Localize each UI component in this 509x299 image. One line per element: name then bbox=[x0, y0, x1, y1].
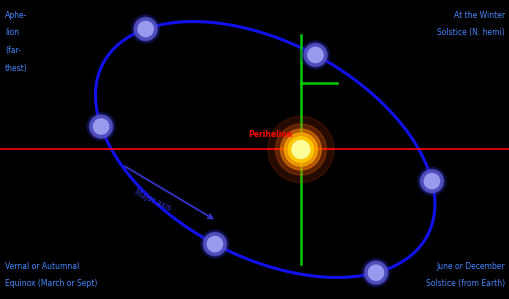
Circle shape bbox=[87, 112, 115, 141]
Circle shape bbox=[280, 129, 321, 170]
Circle shape bbox=[419, 170, 443, 193]
Text: Vernal or Autumnal: Vernal or Autumnal bbox=[5, 262, 79, 271]
Circle shape bbox=[367, 265, 383, 280]
Text: Equinox (March or Sept): Equinox (March or Sept) bbox=[5, 280, 97, 289]
Circle shape bbox=[134, 17, 157, 41]
Text: Solstice (N. hemi): Solstice (N. hemi) bbox=[436, 28, 504, 37]
Circle shape bbox=[423, 173, 439, 189]
Circle shape bbox=[291, 141, 309, 158]
Circle shape bbox=[304, 44, 326, 66]
Circle shape bbox=[267, 116, 333, 183]
Circle shape bbox=[307, 47, 323, 62]
Circle shape bbox=[131, 15, 159, 43]
Circle shape bbox=[303, 43, 327, 67]
Circle shape bbox=[203, 232, 227, 256]
Circle shape bbox=[89, 115, 112, 138]
Text: lion: lion bbox=[5, 28, 19, 37]
Circle shape bbox=[204, 233, 225, 255]
Circle shape bbox=[138, 21, 153, 37]
Circle shape bbox=[201, 230, 229, 258]
Circle shape bbox=[284, 133, 317, 166]
Text: Solstice (from Earth): Solstice (from Earth) bbox=[425, 280, 504, 289]
Circle shape bbox=[288, 137, 313, 162]
Circle shape bbox=[361, 259, 389, 287]
Circle shape bbox=[275, 124, 326, 175]
Text: At the Winter: At the Winter bbox=[453, 10, 504, 19]
Circle shape bbox=[417, 167, 445, 195]
Text: Major axis: Major axis bbox=[133, 188, 173, 213]
Text: (far-: (far- bbox=[5, 46, 21, 55]
Circle shape bbox=[301, 41, 329, 69]
Text: thest): thest) bbox=[5, 64, 28, 73]
Circle shape bbox=[364, 262, 386, 283]
Circle shape bbox=[207, 237, 222, 252]
Circle shape bbox=[135, 18, 156, 40]
Circle shape bbox=[93, 119, 108, 134]
Text: Perihelion: Perihelion bbox=[248, 130, 292, 139]
Text: Aphe-: Aphe- bbox=[5, 10, 27, 19]
Circle shape bbox=[363, 261, 387, 284]
Text: June or December: June or December bbox=[435, 262, 504, 271]
Circle shape bbox=[420, 170, 442, 192]
Circle shape bbox=[90, 116, 111, 137]
